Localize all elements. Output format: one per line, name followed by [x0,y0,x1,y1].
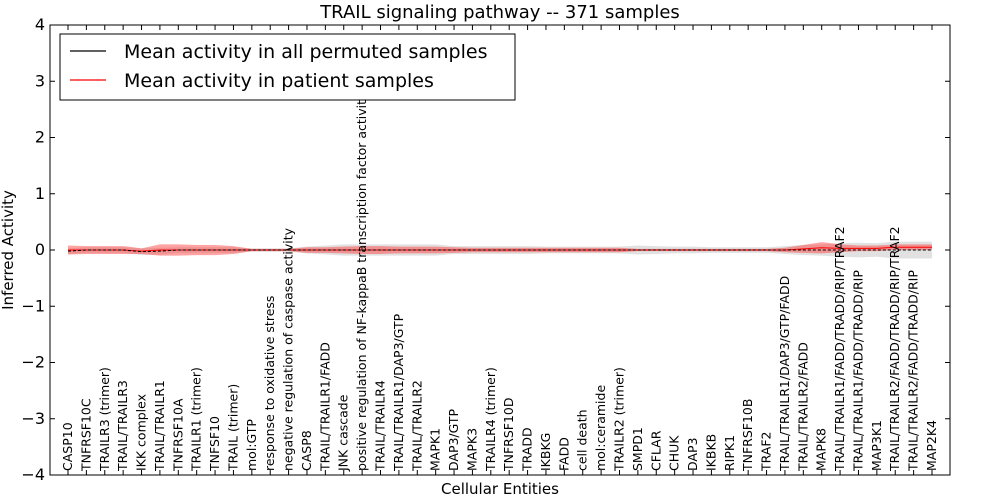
x-tick-label: TRAIL/TRAILR1 [152,380,167,472]
permuted-mean-line [67,249,932,253]
y-axis-label: Inferred Activity [0,190,17,310]
x-tick-label: MAPK3 [464,428,479,471]
x-tick-label: CASP8 [299,430,314,471]
x-tick-label: IKBKB [703,434,718,471]
x-tick-label: negative regulation of caspase activity [281,227,296,471]
y-tick-label: 1 [35,184,45,203]
x-tick-labels: CASP10 TNFRSF10C TRAILR3 (trimer) TRAIL/TRA… [60,92,939,472]
x-tick-label: TRAIL (trimer) [225,384,240,472]
x-tick-label: TRAIL/TRAILR1/DAP3/GTP/FADD [777,276,792,472]
y-tick-label: −4 [21,465,45,484]
y-tick-label: 2 [35,128,45,147]
x-tick-label: CASP10 [60,422,75,471]
patient-spread-band [68,242,932,256]
x-tick-label: MAPK1 [428,428,443,471]
x-tick-label: TRAF2 [759,431,774,472]
x-tick-label: TRAIL/TRAILR1/FADD [317,342,332,472]
x-tick-label: MAP2K4 [924,420,939,471]
x-tick-label: TRAILR1 (trimer) [189,367,204,472]
x-tick-label: TRAIL/TRAILR2 [409,380,424,472]
x-tick-label: DAP3/GTP [446,408,461,471]
x-tick-label: TRAILR3 (trimer) [97,367,112,472]
x-tick-label: TRAIL/TRAILR1/FADD/TRADD/RIP [850,270,865,472]
x-tick-label: TRADD [520,427,535,472]
x-tick-label: MAP3K1 [869,420,884,471]
x-tick-label: TNFRSF10C [78,398,93,472]
y-tick-label: −3 [21,409,45,428]
x-tick-label: DAP3 [685,438,700,471]
y-tick-label: −1 [21,296,45,315]
x-tick-label: RIPK1 [722,435,737,471]
y-tick-label: 0 [35,240,45,259]
x-tick-label: TRAIL/TRAILR3 [115,380,130,472]
x-tick-label: IKBKG [538,433,553,471]
series-lines [67,246,932,253]
x-tick-label: TRAIL/TRAILR1/DAP3/GTP [391,313,406,472]
x-tick-label: response to oxidative stress [262,296,277,471]
x-tick-label: CFLAR [648,430,663,471]
chart-title: TRAIL signaling pathway -- 371 samples [319,2,680,23]
x-tick-label: IKK complex [134,394,149,471]
x-tick-label: SMPD1 [630,427,645,471]
x-axis-ticks [67,25,933,475]
legend-label-patient: Mean activity in patient samples [124,70,434,92]
x-tick-label: MAPK8 [814,428,829,471]
x-tick-label: TNFRSF10D [501,397,516,472]
y-axis: 4 3 2 1 0 −1 −2 −3 −4 [21,15,950,484]
x-tick-label: mol:GTP [244,419,259,471]
x-tick-label: TRAIL/TRAILR1/FADD/TRADD/RIP/TRAF2 [832,226,847,472]
x-tick-label: TRAIL/TRAILR2/FADD/TRADD/RIP/TRAF2 [887,226,902,472]
x-tick-label: TRAIL/TRAILR2/FADD [795,342,810,472]
x-tick-label: TNFSF10 [207,416,222,472]
x-tick-label: FADD [556,437,571,471]
legend-box [59,33,516,101]
x-tick-label: TNFRSF10B [740,399,755,472]
x-tick-label: positive regulation of NF-kappaB transcr… [354,92,369,471]
x-tick-label: JNK cascade [336,394,351,472]
x-tick-label: TNFRSF10A [170,398,185,472]
x-axis-label: Cellular Entities [441,480,559,498]
x-tick-label: CHUK [667,435,682,471]
x-tick-label: TRAILR4 (trimer) [483,367,498,472]
x-tick-label: TRAILR2 (trimer) [611,367,626,472]
legend: Mean activity in all permuted samples Me… [59,33,516,101]
x-tick-label: mol:ceramide [593,385,608,471]
y-tick-label: 3 [35,71,45,90]
x-tick-label: TRAIL/TRAILR2/FADD/TRADD/RIP [906,270,921,472]
x-tick-label: cell death [575,409,590,471]
y-tick-label: −2 [21,353,45,372]
legend-label-permuted: Mean activity in all permuted samples [124,41,487,63]
y-tick-label: 4 [35,15,45,34]
x-tick-label: TRAIL/TRAILR4 [373,380,388,472]
